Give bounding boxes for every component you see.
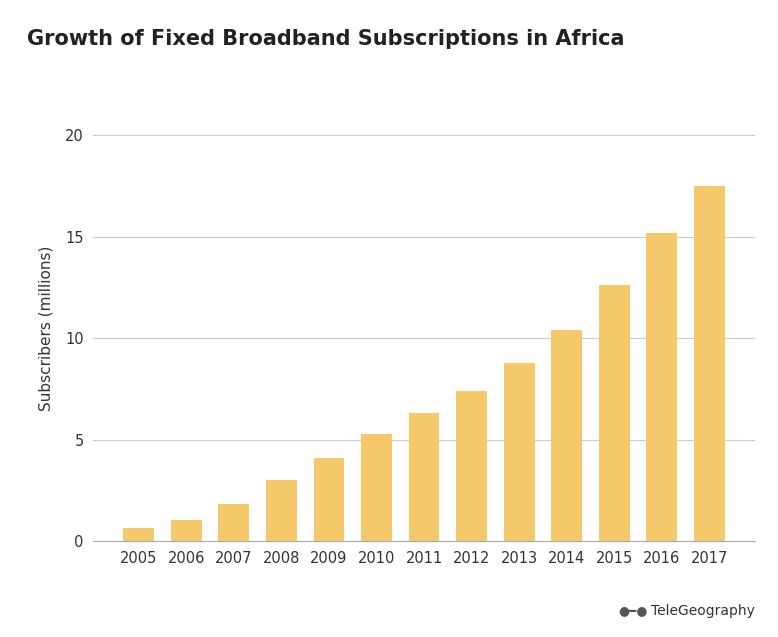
Text: TeleGeography: TeleGeography bbox=[650, 604, 755, 618]
Bar bbox=[171, 520, 202, 541]
Bar bbox=[219, 504, 250, 541]
Bar bbox=[361, 434, 392, 541]
Bar bbox=[503, 362, 534, 541]
Bar bbox=[647, 233, 677, 541]
Bar bbox=[124, 528, 154, 541]
Bar bbox=[694, 186, 724, 541]
Bar bbox=[314, 458, 345, 541]
Y-axis label: Subscribers (millions): Subscribers (millions) bbox=[39, 245, 54, 411]
Bar bbox=[598, 285, 629, 541]
Text: Growth of Fixed Broadband Subscriptions in Africa: Growth of Fixed Broadband Subscriptions … bbox=[27, 29, 625, 48]
Bar bbox=[551, 330, 582, 541]
Text: ●━●: ●━● bbox=[619, 604, 648, 617]
Bar bbox=[456, 391, 487, 541]
Bar bbox=[408, 413, 440, 541]
Bar bbox=[266, 480, 297, 541]
